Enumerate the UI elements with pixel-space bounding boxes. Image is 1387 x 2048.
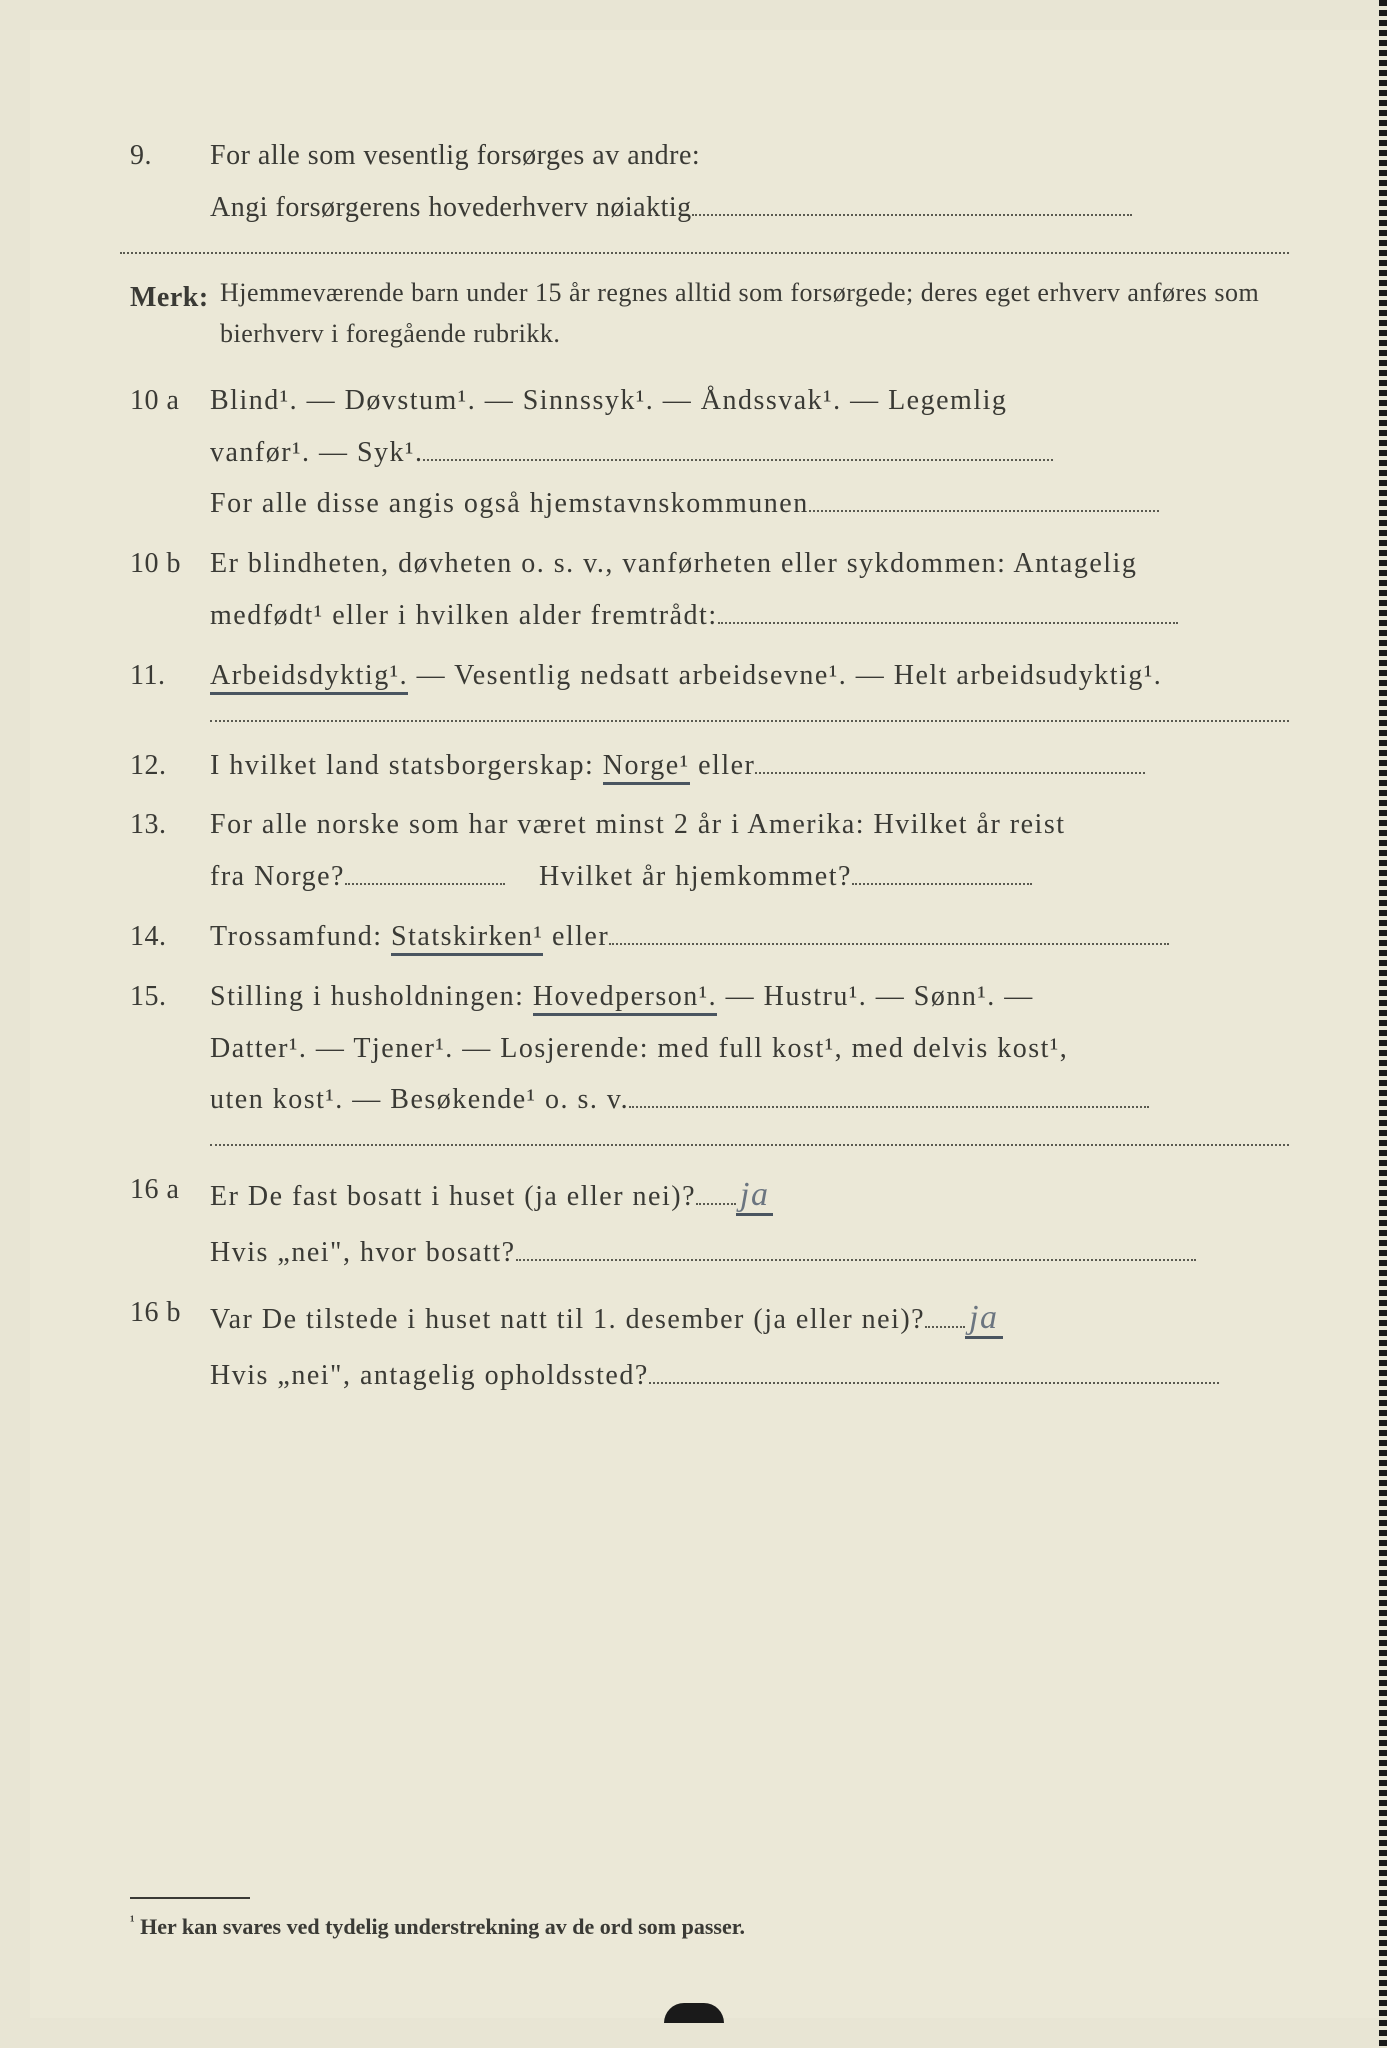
q15-line3: uten kost¹. — Besøkende¹ o. s. v. (210, 1084, 629, 1115)
footnote-marker: ¹ (130, 1913, 135, 1930)
q15-line2: Datter¹. — Tjener¹. — Losjerende: med fu… (210, 1023, 1289, 1075)
q9-line1: For alle som vesentlig forsørges av andr… (210, 130, 1289, 182)
q10a-line3-wrap: For alle disse angis også hjemstavnskomm… (210, 478, 1289, 530)
q10b-line2: medfødt¹ eller i hvilken alder fremtrådt… (210, 600, 718, 631)
blank-line (609, 920, 1169, 945)
question-11: 11. Arbeidsdyktig¹. — Vesentlig nedsatt … (120, 650, 1289, 702)
q16a-number: 16 a (120, 1164, 210, 1279)
divider (120, 252, 1289, 254)
blank-line (516, 1236, 1196, 1261)
q10a-number: 10 a (120, 375, 210, 530)
q15-line1: Stilling i husholdningen: Hovedperson¹. … (210, 971, 1289, 1023)
question-12: 12. I hvilket land statsborgerskap: Norg… (120, 740, 1289, 792)
footnote-text: Her kan svares ved tydelig understreknin… (140, 1914, 745, 1939)
merk-note: Merk: Hjemmeværende barn under 15 år reg… (120, 272, 1289, 355)
blank-line (692, 191, 1132, 216)
q11-rest: — Vesentlig nedsatt arbeidsevne¹. — Helt… (408, 660, 1162, 691)
q14-number: 14. (120, 911, 210, 963)
merk-text: Hjemmeværende barn under 15 år regnes al… (220, 272, 1289, 355)
q12-content: I hvilket land statsborgerskap: Norge¹ e… (210, 740, 1289, 792)
merk-label: Merk: (120, 272, 220, 355)
q14-opt: Statskirken¹ (391, 921, 543, 956)
q9-content: For alle som vesentlig forsørges av andr… (210, 130, 1289, 234)
q16b-content: Var De tilstede i huset natt til 1. dese… (210, 1287, 1289, 1402)
question-9: 9. For alle som vesentlig forsørges av a… (120, 130, 1289, 234)
q16b-text1: Var De tilstede i huset natt til 1. dese… (210, 1304, 925, 1335)
q16a-answer: ja (736, 1176, 773, 1216)
q16a-line2-wrap: Hvis „nei", hvor bosatt? (210, 1227, 1289, 1279)
q16a-line1: Er De fast bosatt i huset (ja eller nei)… (210, 1164, 1289, 1227)
q10b-number: 10 b (120, 538, 210, 642)
q15-number: 15. (120, 971, 210, 1126)
q13-text2b: Hvilket år hjemkommet? (539, 861, 852, 892)
blank-line (755, 748, 1145, 773)
q10b-line2-wrap: medfødt¹ eller i hvilken alder fremtrådt… (210, 590, 1289, 642)
divider (210, 1144, 1289, 1146)
q16b-answer: ja (965, 1299, 1002, 1339)
q14-text-b: eller (543, 921, 609, 952)
q10a-content: Blind¹. — Døvstum¹. — Sinnssyk¹. — Åndss… (210, 375, 1289, 530)
q13-content: For alle norske som har været minst 2 år… (210, 799, 1289, 903)
q15-content: Stilling i husholdningen: Hovedperson¹. … (210, 971, 1289, 1126)
footnote: ¹ Her kan svares ved tydelig understrekn… (130, 1897, 745, 1948)
blank-line (649, 1359, 1219, 1384)
q16b-line2-wrap: Hvis „nei", antagelig opholdssted? (210, 1350, 1289, 1402)
q11-opt1: Arbeidsdyktig¹. (210, 660, 408, 695)
q10a-line3: For alle disse angis også hjemstavnskomm… (210, 488, 809, 519)
q11-number: 11. (120, 650, 210, 702)
q9-number: 9. (120, 130, 210, 234)
footnote-rule (130, 1897, 250, 1899)
q13-text2a: fra Norge? (210, 861, 345, 892)
blank-line (345, 860, 505, 885)
q15-opt: Hovedperson¹. (533, 981, 717, 1016)
blank-line (629, 1083, 1149, 1108)
question-14: 14. Trossamfund: Statskirken¹ eller (120, 911, 1289, 963)
blank-line (925, 1303, 965, 1328)
q16a-content: Er De fast bosatt i huset (ja eller nei)… (210, 1164, 1289, 1279)
q16b-number: 16 b (120, 1287, 210, 1402)
question-16a: 16 a Er De fast bosatt i huset (ja eller… (120, 1164, 1289, 1279)
question-10a: 10 a Blind¹. — Døvstum¹. — Sinnssyk¹. — … (120, 375, 1289, 530)
q12-text-a: I hvilket land statsborgerskap: (210, 750, 603, 781)
q10b-content: Er blindheten, døvheten o. s. v., vanfør… (210, 538, 1289, 642)
question-16b: 16 b Var De tilstede i huset natt til 1.… (120, 1287, 1289, 1402)
q16b-text2: Hvis „nei", antagelig opholdssted? (210, 1360, 649, 1391)
q12-number: 12. (120, 740, 210, 792)
q15-text-a: Stilling i husholdningen: (210, 981, 533, 1012)
blank-line (423, 435, 1053, 460)
form-page: 9. For alle som vesentlig forsørges av a… (30, 30, 1379, 2018)
q14-text-a: Trossamfund: (210, 921, 391, 952)
scan-edge (1379, 0, 1387, 2048)
q12-opt: Norge¹ (603, 750, 690, 785)
divider (210, 720, 1289, 722)
q13-number: 13. (120, 799, 210, 903)
q10b-line1: Er blindheten, døvheten o. s. v., vanfør… (210, 538, 1289, 590)
q16a-text1: Er De fast bosatt i huset (ja eller nei)… (210, 1181, 696, 1212)
q14-content: Trossamfund: Statskirken¹ eller (210, 911, 1289, 963)
q9-line2: Angi forsørgerens hovederhverv nøiaktig (210, 192, 692, 223)
q10a-line2-wrap: vanfør¹. — Syk¹. (210, 427, 1289, 479)
question-10b: 10 b Er blindheten, døvheten o. s. v., v… (120, 538, 1289, 642)
q12-text-b: eller (690, 750, 756, 781)
q16a-text2: Hvis „nei", hvor bosatt? (210, 1237, 516, 1268)
question-13: 13. For alle norske som har været minst … (120, 799, 1289, 903)
blank-line (718, 599, 1178, 624)
q13-line2: fra Norge? Hvilket år hjemkommet? (210, 851, 1289, 903)
question-15: 15. Stilling i husholdningen: Hovedperso… (120, 971, 1289, 1126)
q9-line2-wrap: Angi forsørgerens hovederhverv nøiaktig (210, 182, 1289, 234)
q11-content: Arbeidsdyktig¹. — Vesentlig nedsatt arbe… (210, 650, 1289, 702)
q10a-line1: Blind¹. — Døvstum¹. — Sinnssyk¹. — Åndss… (210, 375, 1289, 427)
blank-line (696, 1180, 736, 1205)
q15-rest1: — Hustru¹. — Sønn¹. — (717, 981, 1034, 1012)
q16b-line1: Var De tilstede i huset natt til 1. dese… (210, 1287, 1289, 1350)
q15-line3-wrap: uten kost¹. — Besøkende¹ o. s. v. (210, 1074, 1289, 1126)
scan-notch (664, 2003, 724, 2023)
q10a-line2: vanfør¹. — Syk¹. (210, 437, 423, 468)
q13-line1: For alle norske som har været minst 2 år… (210, 799, 1289, 851)
blank-line (852, 860, 1032, 885)
blank-line (809, 487, 1159, 512)
